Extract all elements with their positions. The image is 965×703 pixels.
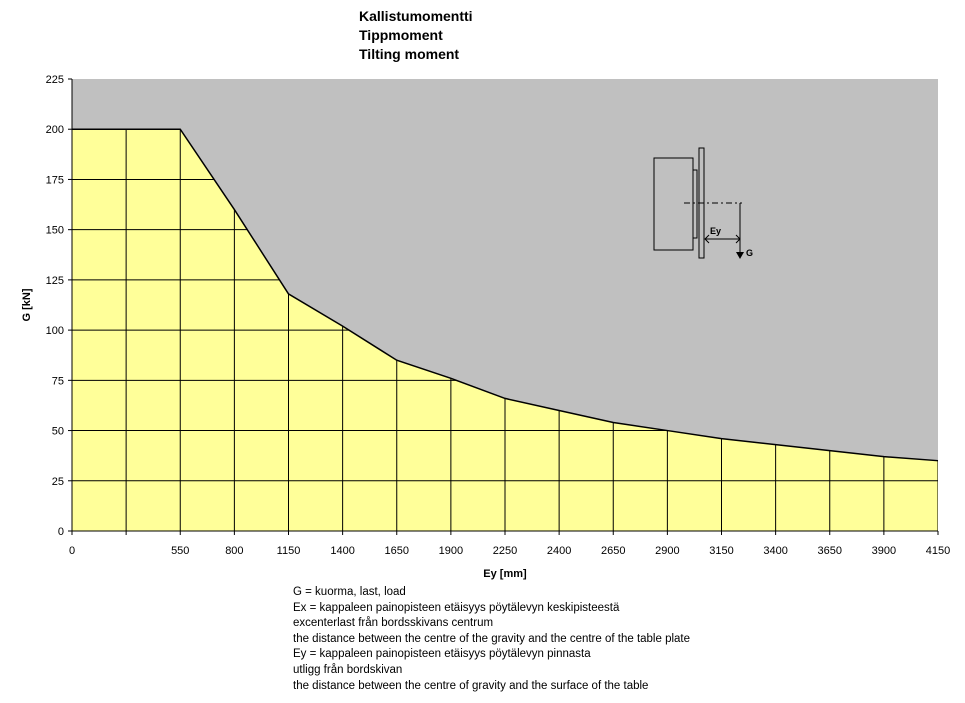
chart-title-fi: Kallistumomentti [359,8,473,24]
x-tick-label: 3400 [763,545,787,557]
y-tick-label: 25 [52,476,64,488]
x-tick-label: 800 [225,545,243,557]
note-line: excenterlast från bordsskivans centrum [293,617,494,630]
legend-notes: G = kuorma, last, load Ex = kappaleen pa… [293,585,690,694]
y-tick-label: 200 [46,124,64,136]
x-tick-label: 4150 [926,545,950,557]
x-tick-label: 2650 [601,545,625,557]
x-tick-label: 3150 [709,545,733,557]
y-tick-label: 75 [52,375,64,387]
chart-title-en: Tilting moment [359,46,460,62]
x-tick-label: 3650 [818,545,842,557]
table-plate-diagram: Ey G [646,142,758,264]
y-axis-title: G [kN] [21,288,33,321]
y-tick-label: 125 [46,275,64,287]
inset-g-label: G [746,248,753,258]
y-tick-label: 0 [58,526,64,538]
y-tick-label: 100 [46,325,64,337]
inset-mount-plate [692,169,698,239]
note-line: Ey = kappaleen painopisteen etäisyys pöy… [293,648,591,661]
inset-load-arrow [736,252,744,259]
inset-ey-label: Ey [710,226,721,236]
x-tick-label: 1400 [330,545,354,557]
x-tick-label: 0 [69,545,75,557]
x-tick-label: 3900 [872,545,896,557]
y-tick-label: 150 [46,225,64,237]
x-axis-title: Ey [mm] [483,568,527,580]
note-line: Ex = kappaleen painopisteen etäisyys pöy… [293,601,620,614]
chart-title-sv: Tippmoment [359,27,443,43]
x-tick-label: 550 [171,545,189,557]
chart-title: Kallistumomentti Tippmoment Tilting mome… [359,7,473,64]
note-line: the distance between the centre of gravi… [293,679,649,692]
x-tick-label: 1900 [439,545,463,557]
x-tick-label: 2250 [493,545,517,557]
x-tick-label: 1150 [277,545,301,557]
x-tick-label: 2900 [655,545,679,557]
y-tick-label: 50 [52,426,64,438]
x-tick-label: 1650 [385,545,409,557]
series-line [72,128,939,462]
note-line: utligg från bordskivan [293,663,403,676]
y-tick-label: 225 [46,74,64,86]
note-line: G = kuorma, last, load [293,586,406,598]
note-line: the distance between the centre of the g… [293,632,691,645]
y-tick-label: 175 [46,174,64,186]
inset-ey-arrow-left [704,234,710,244]
x-tick-label: 2400 [547,545,571,557]
inset-ey-arrow-right [735,234,741,244]
